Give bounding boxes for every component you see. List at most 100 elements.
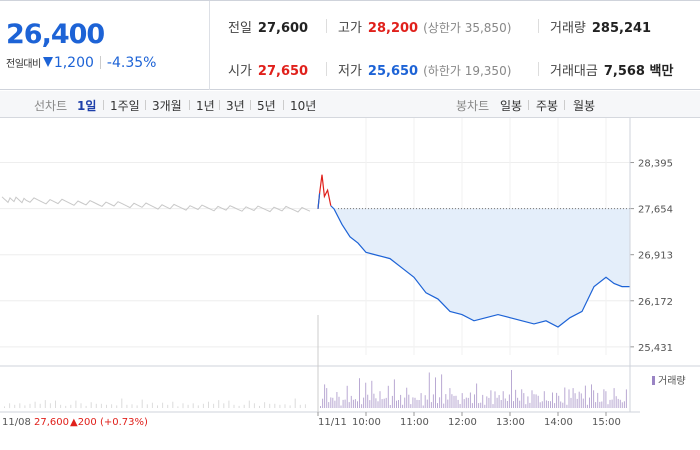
- volume-bar: [449, 388, 451, 408]
- x-tick-label: 14:00: [544, 417, 573, 428]
- volume-bar: [543, 391, 545, 408]
- tab-daily[interactable]: 일봉: [500, 99, 523, 113]
- divider: [99, 56, 101, 69]
- volume-bar: [533, 394, 535, 408]
- tab-1w[interactable]: 1주일: [110, 99, 140, 113]
- volume-bar: [326, 388, 328, 408]
- volume-bar-prev: [55, 400, 56, 408]
- volume-bar: [391, 395, 393, 408]
- volume-bar-prev: [151, 402, 153, 408]
- prev-close: 전일 27,600: [228, 21, 309, 36]
- volume-bar: [377, 401, 379, 408]
- volume-bar: [400, 394, 402, 408]
- volume-bar: [363, 397, 365, 409]
- tab-weekly[interactable]: 주봉: [536, 99, 559, 113]
- volume-bar: [430, 402, 432, 408]
- volume-bar-prev: [126, 404, 128, 408]
- volume-bar-prev: [39, 403, 41, 408]
- volume-bar: [441, 374, 443, 408]
- volume-bar: [338, 396, 340, 408]
- volume-bar-prev: [162, 402, 164, 408]
- volume-bar: [373, 393, 375, 408]
- volume-bar: [416, 399, 418, 408]
- volume-bar-prev: [218, 400, 220, 408]
- volume-bar: [554, 403, 556, 408]
- volume-bar: [365, 382, 367, 408]
- volume-bar: [361, 404, 363, 408]
- today-up-line: [317, 174, 332, 209]
- tab-monthly[interactable]: 월봉: [573, 99, 596, 113]
- volume-bar: [332, 397, 334, 408]
- volume-bar: [611, 399, 613, 408]
- volume-bar-prev: [44, 400, 46, 408]
- change-label: 전일대비: [6, 59, 41, 70]
- volume-bar-prev: [294, 398, 296, 408]
- volume-bar: [322, 398, 324, 408]
- change-percent: -4.35%: [106, 55, 157, 71]
- tab-1y[interactable]: 1년: [196, 99, 215, 113]
- volume-bar: [498, 395, 500, 408]
- volume-bar-prev: [146, 404, 148, 408]
- y-tick-label: 28,395: [638, 159, 673, 170]
- x-tick-label: 12:00: [448, 417, 477, 428]
- volume-bar-prev: [197, 405, 199, 408]
- volume-bar: [490, 390, 492, 408]
- tab-3m[interactable]: 3개월: [152, 99, 182, 113]
- volume-bar: [511, 370, 512, 408]
- volume-bar: [406, 387, 408, 408]
- y-tick-label: 26,172: [638, 297, 673, 308]
- volume-bar: [506, 401, 508, 408]
- volume-bar: [515, 389, 517, 408]
- volume-bar-prev: [289, 405, 291, 408]
- prev-day-price: 27,600: [34, 417, 69, 428]
- volume-bar: [383, 398, 385, 408]
- prev-day-line: [1, 196, 311, 213]
- volume-bar-prev: [187, 404, 189, 408]
- volume-bar: [387, 385, 389, 408]
- volume-bar: [580, 393, 582, 408]
- tab-5y[interactable]: 5년: [257, 99, 276, 113]
- volume-legend-swatch: [652, 376, 655, 385]
- volume-bar: [414, 397, 416, 408]
- volume-bar: [418, 400, 420, 408]
- volume-bar-prev: [100, 403, 102, 408]
- volume-bar: [527, 396, 529, 408]
- volume-bar-prev: [177, 406, 179, 408]
- volume-bar: [371, 380, 373, 408]
- volume-bar: [404, 397, 406, 409]
- volume-bar: [558, 395, 560, 408]
- x-tick-label: 15:00: [592, 417, 621, 428]
- volume-bar-prev: [243, 404, 245, 408]
- volume-bar-prev: [182, 403, 184, 409]
- volume-bar: [492, 404, 494, 408]
- volume-bar: [471, 403, 473, 408]
- volume-bar: [463, 399, 465, 408]
- x-tick-label: 10:00: [352, 417, 381, 428]
- prev-day-date: 11/08: [2, 417, 31, 428]
- volume-bar: [461, 393, 463, 408]
- volume-bar-prev: [60, 404, 62, 408]
- tab-10y[interactable]: 10년: [290, 99, 317, 113]
- volume-bar: [320, 406, 321, 408]
- volume-bar: [439, 397, 441, 408]
- tab-3y[interactable]: 3년: [226, 99, 245, 113]
- volume-bar: [482, 394, 484, 408]
- y-tick-label: 25,431: [638, 343, 673, 354]
- volume-bar: [541, 401, 543, 408]
- volume-bar: [597, 392, 599, 408]
- volume-bar: [589, 397, 590, 409]
- tab-divider: [250, 100, 251, 110]
- volume-bar-prev: [70, 404, 72, 408]
- open-price: 시가 27,650: [228, 64, 309, 79]
- tab-1d[interactable]: 1일: [77, 99, 97, 113]
- volume-bar-prev: [192, 403, 194, 409]
- volume-bar-prev: [111, 404, 113, 408]
- tab-divider: [103, 100, 104, 110]
- volume-bar: [550, 401, 551, 408]
- volume-bar: [393, 379, 395, 408]
- volume-bar-prev: [131, 404, 133, 408]
- volume-bar-prev: [29, 403, 31, 408]
- volume-bar: [465, 397, 467, 409]
- volume-bar: [531, 390, 533, 408]
- volume-bar: [521, 389, 523, 408]
